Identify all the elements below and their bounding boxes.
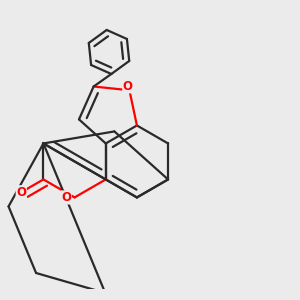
- Text: O: O: [16, 186, 26, 199]
- Text: O: O: [123, 80, 133, 93]
- Text: O: O: [61, 191, 71, 204]
